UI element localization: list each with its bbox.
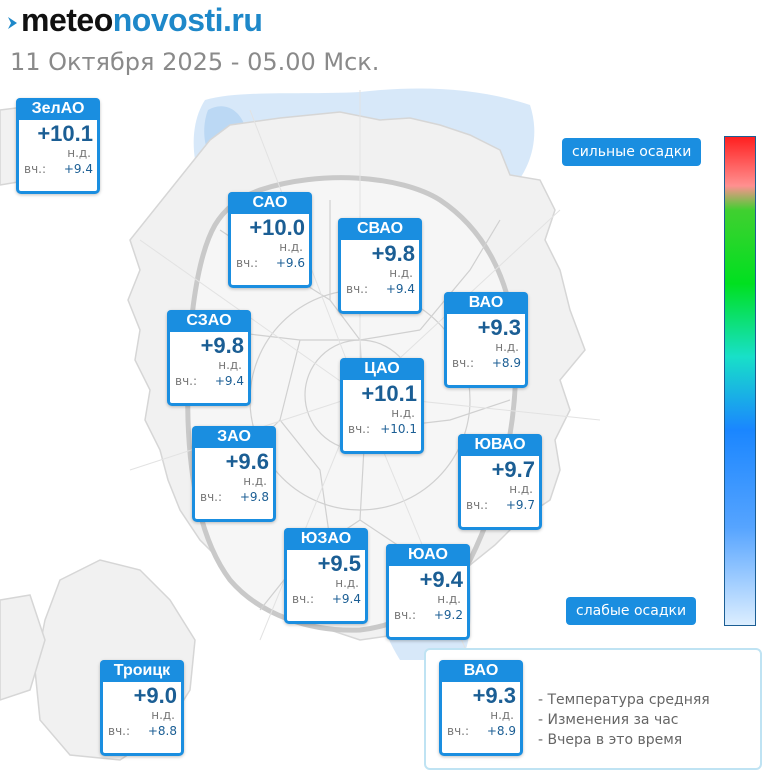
yesterday-label: вч.: (447, 724, 470, 738)
temperature: +9.8 (200, 333, 244, 358)
hourly-change: н.д. (437, 592, 461, 606)
temperature: +10.1 (37, 121, 93, 146)
site-logo[interactable]: meteo novosti.ru (8, 2, 263, 39)
district-name: САО (228, 192, 312, 214)
temperature: +9.3 (477, 315, 521, 340)
yesterday-value: +9.7 (505, 498, 535, 512)
yesterday-label: вч.: (348, 422, 371, 436)
legend-box: ВАО +9.3 н.д. вч.: +8.9 - Температура сре… (424, 648, 762, 770)
yesterday-value: +9.4 (63, 162, 93, 176)
yesterday-label: вч.: (346, 282, 369, 296)
hourly-change: н.д. (490, 708, 514, 722)
district-card-svao[interactable]: СВАО +9.8 н.д. вч.: +9.4 (338, 218, 422, 314)
district-card-yuvao[interactable]: ЮВАО +9.7 н.д. вч.: +9.7 (458, 434, 542, 530)
legend-items: - Температура средняя - Изменения за час… (538, 690, 710, 750)
legend-item-hourly-change: - Изменения за час (538, 712, 679, 728)
district-name: ВАО (439, 660, 523, 682)
district-card-yuao[interactable]: ЮАО +9.4 н.д. вч.: +9.2 (386, 544, 470, 640)
yesterday-label: вч.: (175, 374, 198, 388)
district-name: ЗАО (192, 426, 276, 448)
heavy-precip-label: сильные осадки (562, 138, 702, 166)
precipitation-scale-bar (724, 136, 756, 626)
yesterday-label: вч.: (466, 498, 489, 512)
temperature: +9.7 (491, 457, 535, 482)
district-card-cao[interactable]: ЦАО +10.1 н.д. вч.: +10.1 (340, 358, 424, 454)
temperature: +9.8 (371, 241, 415, 266)
yesterday-label: вч.: (394, 608, 417, 622)
yesterday-value: +8.9 (486, 724, 516, 738)
district-card-zao[interactable]: ЗАО +9.6 н.д. вч.: +9.8 (192, 426, 276, 522)
district-name: ЦАО (340, 358, 424, 380)
temperature: +9.6 (225, 449, 269, 474)
yesterday-value: +9.6 (275, 256, 305, 270)
yesterday-label: вч.: (452, 356, 475, 370)
legend-item-yesterday: - Вчера в это время (538, 732, 683, 748)
yesterday-label: вч.: (108, 724, 131, 738)
logo-text-meteo: meteo (21, 2, 113, 38)
district-card-troitsk[interactable]: Троицк +9.0 н.д. вч.: +8.8 (100, 660, 184, 756)
yesterday-value: +9.4 (214, 374, 244, 388)
district-name: СВАО (338, 218, 422, 240)
district-name: ЮАО (386, 544, 470, 566)
temperature: +10.0 (249, 215, 305, 240)
temperature: +9.0 (133, 683, 177, 708)
yesterday-label: вч.: (200, 490, 223, 504)
district-card-szao[interactable]: СЗАО +9.8 н.д. вч.: +9.4 (167, 310, 251, 406)
yesterday-value: +9.4 (331, 592, 361, 606)
district-name: ЮЗАО (284, 528, 368, 550)
district-card-yuzao[interactable]: ЮЗАО +9.5 н.д. вч.: +9.4 (284, 528, 368, 624)
yesterday-value: +8.9 (491, 356, 521, 370)
temperature: +9.5 (317, 551, 361, 576)
hourly-change: н.д. (391, 406, 415, 420)
hourly-change: н.д. (509, 482, 533, 496)
legend-sample-card: ВАО +9.3 н.д. вч.: +8.9 (439, 660, 523, 756)
district-name: ВАО (444, 292, 528, 314)
legend-item-avg-temp: - Температура средняя (538, 692, 710, 708)
district-card-zelao[interactable]: ЗелАО +10.1 н.д. вч.: +9.4 (16, 98, 100, 194)
yesterday-value: +8.8 (147, 724, 177, 738)
temperature: +9.3 (472, 683, 516, 708)
light-precip-label: слабые осадки (566, 597, 697, 625)
district-card-sao[interactable]: САО +10.0 н.д. вч.: +9.6 (228, 192, 312, 288)
yesterday-value: +9.8 (239, 490, 269, 504)
logo-mark-icon (8, 16, 17, 29)
yesterday-label: вч.: (236, 256, 259, 270)
yesterday-value: +9.4 (385, 282, 415, 296)
logo-text-domain: novosti.ru (112, 2, 263, 38)
hourly-change: н.д. (495, 340, 519, 354)
district-name: ЗелАО (16, 98, 100, 120)
district-name: Троицк (100, 660, 184, 682)
hourly-change: н.д. (335, 576, 359, 590)
yesterday-value: +10.1 (380, 422, 417, 436)
hourly-change: н.д. (218, 358, 242, 372)
hourly-change: н.д. (243, 474, 267, 488)
yesterday-value: +9.2 (433, 608, 463, 622)
hourly-change: н.д. (67, 146, 91, 160)
hourly-change: н.д. (151, 708, 175, 722)
district-card-vao[interactable]: ВАО +9.3 н.д. вч.: +8.9 (444, 292, 528, 388)
temperature: +10.1 (361, 381, 417, 406)
yesterday-label: вч.: (24, 162, 47, 176)
yesterday-label: вч.: (292, 592, 315, 606)
district-name: ЮВАО (458, 434, 542, 456)
hourly-change: н.д. (279, 240, 303, 254)
temperature: +9.4 (419, 567, 463, 592)
district-name: СЗАО (167, 310, 251, 332)
date-time: 11 Октября 2025 - 05.00 Мск. (10, 48, 380, 76)
hourly-change: н.д. (389, 266, 413, 280)
